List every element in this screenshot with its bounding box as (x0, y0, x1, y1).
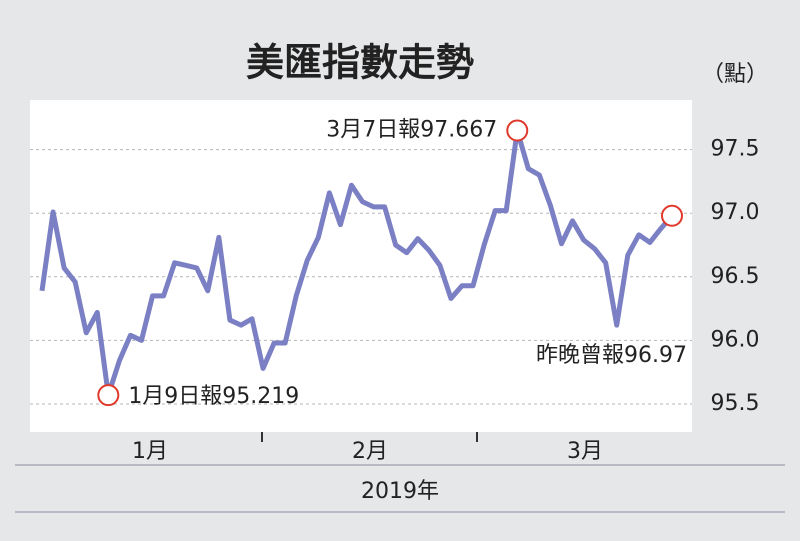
x-tick-label: 2月 (352, 439, 388, 464)
x-tick-label: 3月 (567, 439, 603, 464)
highlight-marker (661, 204, 683, 227)
y-tick-label: 97.5 (711, 137, 760, 162)
y-tick-label: 95.5 (711, 391, 760, 416)
annotation: 3月7日報97.667 (326, 118, 497, 143)
x-tick-label: 1月 (132, 439, 168, 464)
plot-area (30, 100, 692, 432)
highlight-marker (506, 119, 529, 142)
chart-title: 美匯指數走勢 (246, 40, 474, 85)
highlight-marker (97, 384, 120, 407)
data-line (39, 128, 674, 398)
y-tick-label: 96.0 (711, 327, 760, 352)
annotation: 昨晚曾報96.97 (536, 343, 687, 368)
unit-label: （點） (702, 62, 768, 87)
y-tick-label: 96.5 (711, 264, 760, 289)
x-axis-label: 2019年 (361, 479, 439, 504)
annotation: 1月9日報95.219 (128, 384, 299, 409)
y-tick-label: 97.0 (711, 200, 760, 225)
